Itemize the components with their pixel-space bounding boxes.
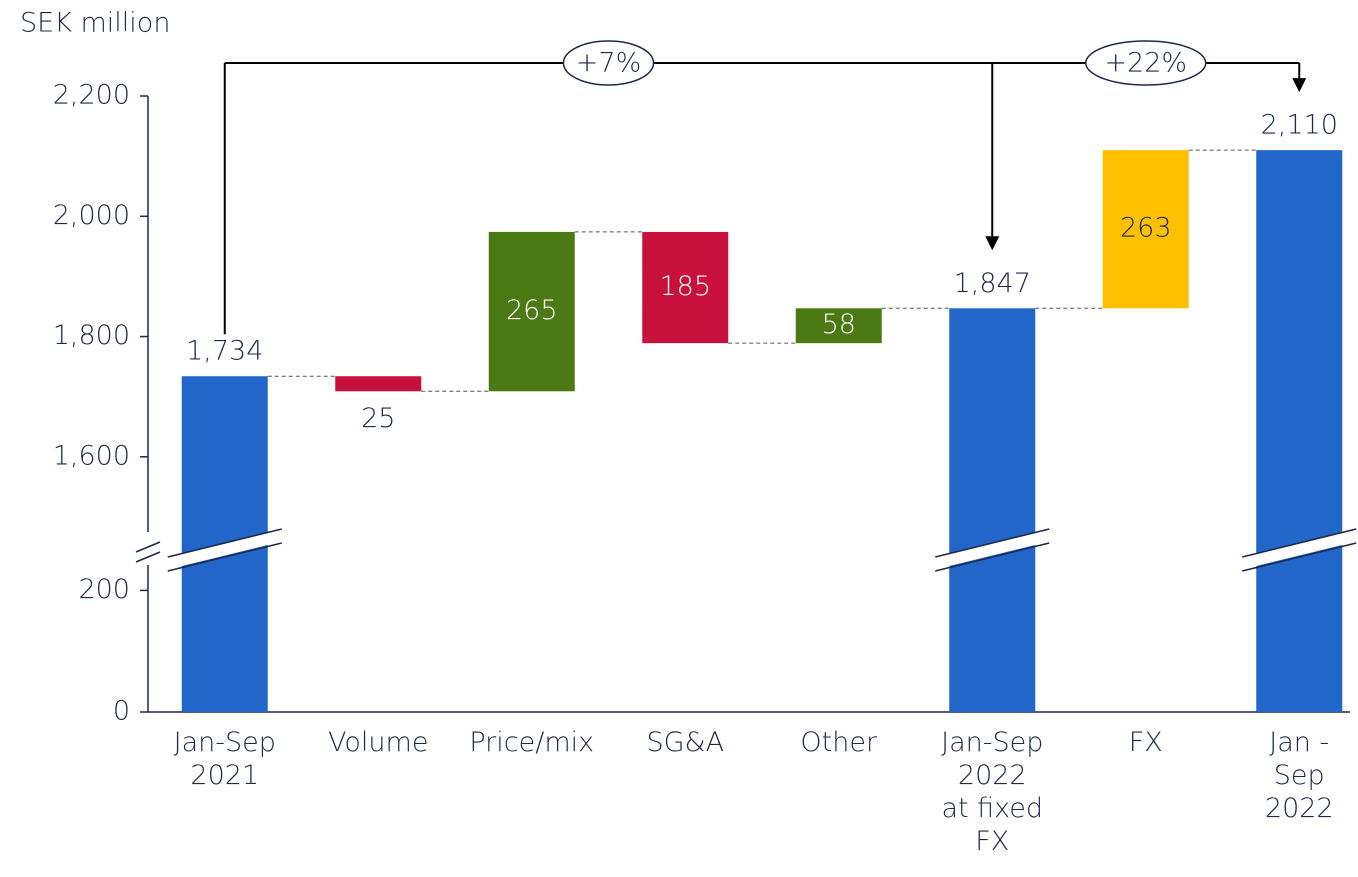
growth-label: +7% (576, 48, 641, 79)
x-tick-label: SG&A (646, 727, 725, 758)
value-label: 1,847 (954, 268, 1031, 299)
growth-label: +22% (1104, 48, 1187, 79)
x-tick-label: Volume (328, 727, 429, 758)
bar-break (173, 530, 276, 568)
bar-break (941, 530, 1044, 568)
value-label: 25 (361, 403, 395, 434)
y-tick-label: 2,200 (53, 80, 130, 111)
bar-break (167, 542, 282, 572)
arrow-head (1292, 78, 1307, 93)
bar-break (1242, 542, 1357, 572)
y-tick-label: 0 (113, 696, 130, 727)
bar-break (1242, 528, 1357, 558)
value-label: 1,734 (186, 336, 263, 367)
arrow-head (985, 236, 1000, 251)
bar-break (935, 528, 1050, 558)
x-tick-label: Other (800, 727, 878, 758)
x-tick-label: FX (1128, 727, 1163, 758)
y-tick-label: 2,000 (53, 200, 130, 231)
x-tick-label: Price/mix (469, 727, 595, 758)
y-tick-label: 1,800 (53, 320, 130, 351)
y-tick-label: 200 (78, 574, 130, 605)
bar (795, 308, 882, 344)
value-label: 185 (659, 271, 711, 302)
bar-break (167, 528, 282, 558)
bar (335, 376, 422, 392)
bar (642, 231, 729, 344)
y-axis-label: SEK million (20, 8, 170, 39)
x-tick-label: Jan-Sep 2021 (173, 727, 276, 791)
x-tick-label: Jan - Sep 2022 (1264, 727, 1334, 824)
bar (1102, 150, 1189, 309)
y-tick-label: 1,600 (53, 440, 130, 471)
x-tick-label: Jan-Sep 2022 at fixed FX (941, 727, 1044, 857)
value-label: 265 (506, 295, 558, 326)
bar (949, 308, 1036, 712)
bar (1256, 150, 1343, 712)
bar-break (935, 542, 1050, 572)
axis-break (135, 551, 161, 563)
growth-oval (562, 40, 655, 86)
value-label: 2,110 (1261, 110, 1338, 141)
value-label: 58 (822, 309, 856, 340)
bar-break (1248, 530, 1351, 568)
bar (488, 231, 575, 392)
value-label: 263 (1120, 213, 1172, 244)
axis-break (135, 541, 161, 553)
growth-oval (1085, 40, 1207, 86)
